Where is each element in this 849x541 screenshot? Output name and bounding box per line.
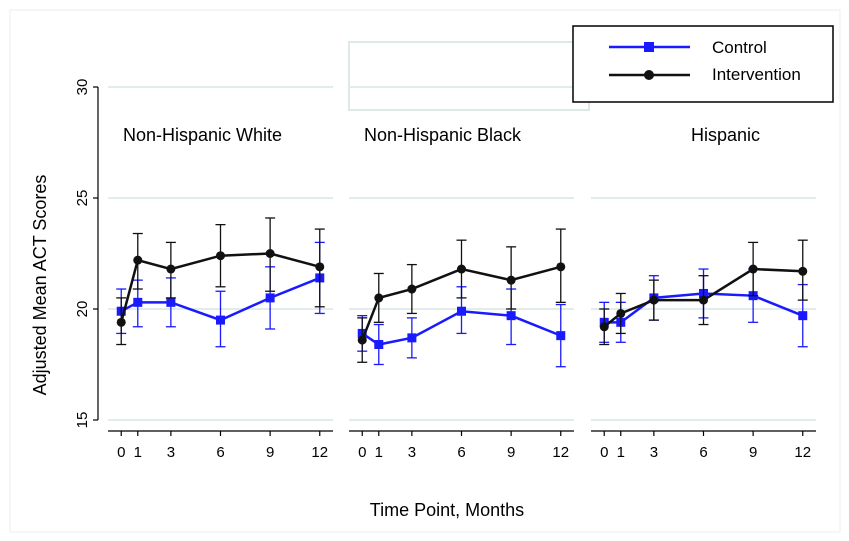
data-point bbox=[407, 284, 417, 294]
panel-1: Non-Hispanic Black 0 1 3 6 9 12 bbox=[349, 86, 574, 461]
y-axis: 15 20 25 30 bbox=[74, 79, 99, 429]
panel-title: Non-Hispanic Black bbox=[364, 125, 522, 145]
legend-marker-control bbox=[644, 42, 654, 52]
x-tick-label: 3 bbox=[167, 444, 175, 461]
series-control bbox=[357, 286, 566, 368]
data-point bbox=[166, 264, 176, 274]
panel-title: Hispanic bbox=[691, 125, 760, 145]
series-intervention bbox=[599, 239, 808, 346]
data-point bbox=[133, 297, 143, 307]
y-tick-label: 15 bbox=[74, 412, 91, 429]
x-tick-label: 9 bbox=[266, 444, 274, 461]
data-point bbox=[407, 333, 417, 343]
data-point bbox=[457, 306, 466, 316]
data-point bbox=[374, 340, 384, 350]
legend-label-control: Control bbox=[712, 38, 767, 57]
x-tick-label: 0 bbox=[117, 444, 125, 461]
y-tick-label: 30 bbox=[74, 79, 91, 96]
x-tick-label: 9 bbox=[507, 444, 515, 461]
x-tick-label: 0 bbox=[600, 444, 608, 461]
x-tick-label: 1 bbox=[375, 444, 383, 461]
data-point bbox=[748, 264, 758, 274]
data-point bbox=[506, 311, 516, 321]
data-point bbox=[798, 311, 808, 321]
data-point bbox=[357, 335, 367, 345]
x-tick-label: 6 bbox=[457, 444, 465, 461]
x-tick-label: 9 bbox=[749, 444, 757, 461]
figure-frame bbox=[9, 9, 841, 533]
data-point bbox=[265, 293, 275, 303]
data-point bbox=[556, 331, 566, 341]
data-point bbox=[649, 295, 659, 305]
data-point bbox=[457, 264, 466, 274]
data-point bbox=[374, 293, 384, 303]
data-point bbox=[116, 317, 126, 327]
data-point bbox=[506, 275, 516, 285]
series-intervention bbox=[116, 217, 325, 346]
panel-title: Non-Hispanic White bbox=[123, 125, 282, 145]
series-line bbox=[361, 265, 562, 341]
data-point bbox=[315, 262, 325, 272]
x-tick-label: 12 bbox=[552, 444, 569, 461]
x-axis-title: Time Point, Months bbox=[370, 500, 524, 520]
panel-2: Hispanic 0 1 3 6 9 12 bbox=[591, 86, 816, 461]
x-tick-label: 1 bbox=[617, 444, 625, 461]
y-axis-title: Adjusted Mean ACT Scores bbox=[30, 175, 50, 396]
data-point bbox=[556, 262, 566, 272]
series-intervention bbox=[357, 228, 566, 363]
data-point bbox=[616, 308, 626, 318]
x-tick-label: 3 bbox=[408, 444, 416, 461]
x-tick-label: 12 bbox=[311, 444, 328, 461]
data-point bbox=[699, 295, 708, 305]
data-point bbox=[216, 251, 225, 261]
data-point bbox=[216, 315, 225, 325]
legend-box bbox=[572, 25, 834, 103]
data-point bbox=[133, 255, 143, 265]
x-tick-label: 6 bbox=[216, 444, 224, 461]
series-line bbox=[120, 252, 321, 323]
data-point bbox=[798, 266, 808, 276]
data-point bbox=[265, 249, 275, 258]
y-tick-label: 25 bbox=[74, 190, 91, 207]
data-point bbox=[166, 297, 176, 307]
x-tick-label: 12 bbox=[794, 444, 811, 461]
x-tick-label: 1 bbox=[134, 444, 142, 461]
legend-marker-intervention bbox=[644, 70, 654, 80]
y-tick-label: 20 bbox=[74, 301, 91, 318]
x-tick-label: 6 bbox=[699, 444, 707, 461]
legend: Control Intervention bbox=[572, 25, 834, 103]
legend-label-intervention: Intervention bbox=[712, 65, 801, 84]
x-tick-label: 3 bbox=[650, 444, 658, 461]
panel-0: Non-Hispanic White 0 1 3 6 9 12 bbox=[108, 86, 333, 461]
data-point bbox=[599, 322, 609, 332]
legend-placeholder-box bbox=[348, 41, 590, 111]
x-tick-label: 0 bbox=[358, 444, 366, 461]
